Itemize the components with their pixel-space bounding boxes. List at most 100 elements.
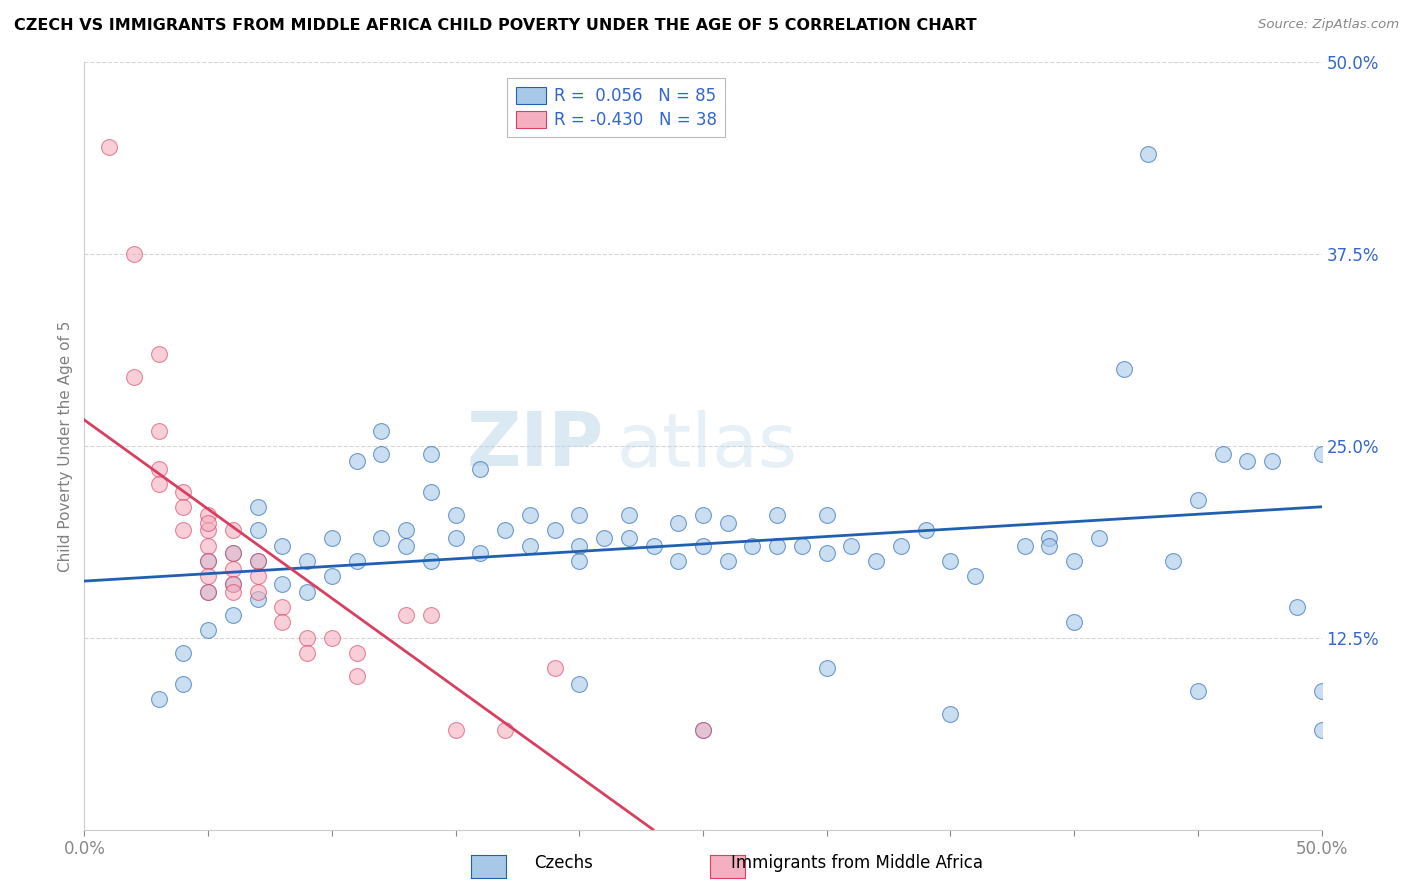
Point <box>419 607 441 622</box>
Point <box>148 424 170 438</box>
Point <box>1212 447 1234 461</box>
Point <box>444 723 467 737</box>
Point <box>1187 492 1209 507</box>
Point <box>222 577 245 591</box>
Point <box>321 631 343 645</box>
Point <box>766 539 789 553</box>
Point <box>470 546 492 560</box>
Point <box>370 531 392 545</box>
Point <box>321 569 343 583</box>
Point <box>197 569 219 583</box>
Point <box>197 508 219 522</box>
Point <box>790 539 813 553</box>
Point <box>519 508 541 522</box>
Point <box>568 539 591 553</box>
Point <box>666 554 689 568</box>
Point <box>246 584 269 599</box>
Point <box>222 584 245 599</box>
Point <box>172 500 194 515</box>
Point <box>519 539 541 553</box>
Point <box>395 607 418 622</box>
Point <box>395 524 418 538</box>
Point <box>593 531 616 545</box>
Point <box>1038 539 1060 553</box>
Point <box>1038 531 1060 545</box>
Point <box>122 247 145 261</box>
Point <box>172 677 194 691</box>
Point <box>1310 723 1333 737</box>
Point <box>568 554 591 568</box>
Point <box>98 140 121 154</box>
Point <box>148 347 170 361</box>
Point <box>271 539 294 553</box>
Point <box>643 539 665 553</box>
Point <box>1137 147 1160 161</box>
Point <box>346 554 368 568</box>
Point <box>717 554 740 568</box>
Point <box>271 577 294 591</box>
Point <box>1014 539 1036 553</box>
Point <box>1187 684 1209 698</box>
Point <box>246 500 269 515</box>
Point <box>295 554 318 568</box>
Point <box>346 454 368 468</box>
Point <box>666 516 689 530</box>
Point <box>568 508 591 522</box>
Point <box>1310 447 1333 461</box>
Point <box>939 554 962 568</box>
Point <box>1310 684 1333 698</box>
Point <box>1063 554 1085 568</box>
Legend: R =  0.056   N = 85, R = -0.430   N = 38: R = 0.056 N = 85, R = -0.430 N = 38 <box>508 78 725 137</box>
Point <box>470 462 492 476</box>
Point <box>419 554 441 568</box>
Point <box>197 516 219 530</box>
Point <box>1063 615 1085 630</box>
Point <box>1236 454 1258 468</box>
Point <box>543 661 565 675</box>
Point <box>148 692 170 706</box>
Point <box>914 524 936 538</box>
Text: Immigrants from Middle Africa: Immigrants from Middle Africa <box>731 855 983 872</box>
Point <box>197 623 219 637</box>
Point <box>741 539 763 553</box>
Point <box>1261 454 1284 468</box>
Point <box>890 539 912 553</box>
Point <box>222 546 245 560</box>
Point <box>346 646 368 660</box>
Point <box>1112 362 1135 376</box>
Point <box>246 554 269 568</box>
Point <box>197 539 219 553</box>
Point <box>419 447 441 461</box>
Point <box>692 723 714 737</box>
Point <box>246 592 269 607</box>
Text: CZECH VS IMMIGRANTS FROM MIDDLE AFRICA CHILD POVERTY UNDER THE AGE OF 5 CORRELAT: CZECH VS IMMIGRANTS FROM MIDDLE AFRICA C… <box>14 18 977 33</box>
Point <box>815 546 838 560</box>
Point <box>295 631 318 645</box>
Point <box>246 554 269 568</box>
Point <box>197 554 219 568</box>
Point <box>1161 554 1184 568</box>
Point <box>692 508 714 522</box>
Point <box>419 485 441 500</box>
Text: atlas: atlas <box>616 409 797 483</box>
Point <box>1285 600 1308 615</box>
Point <box>815 508 838 522</box>
Point <box>543 524 565 538</box>
Point <box>148 477 170 491</box>
Point <box>865 554 887 568</box>
Point <box>370 424 392 438</box>
Point <box>222 524 245 538</box>
Point <box>295 584 318 599</box>
Point <box>692 539 714 553</box>
Point <box>122 370 145 384</box>
Point <box>222 562 245 576</box>
Point <box>568 677 591 691</box>
Point <box>346 669 368 683</box>
Point <box>395 539 418 553</box>
Point <box>271 615 294 630</box>
Text: Czechs: Czechs <box>534 855 593 872</box>
Point <box>197 584 219 599</box>
Point <box>494 524 516 538</box>
Point <box>841 539 863 553</box>
Point <box>246 569 269 583</box>
